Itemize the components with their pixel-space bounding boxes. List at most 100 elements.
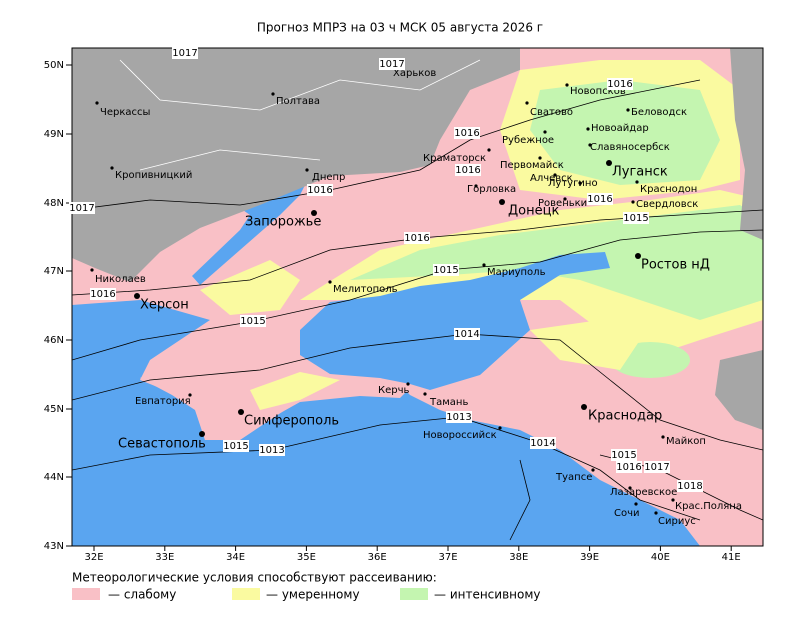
isobar-label: 1016 — [90, 289, 115, 300]
isobar — [72, 79, 701, 211]
moderate-zone — [530, 320, 640, 370]
city-marker — [578, 181, 582, 185]
city-label: Донецк — [508, 204, 559, 219]
city-label: Краснодар — [588, 409, 662, 424]
neighbor-territory — [72, 48, 520, 282]
lon-tick-label: 36E — [368, 552, 387, 563]
isobar-label: 1014 — [530, 438, 555, 449]
city-marker — [406, 382, 410, 386]
lat-tick-label: 49N — [44, 129, 64, 140]
isobar-label-bg — [446, 411, 472, 423]
city-label: Севастополь — [118, 437, 206, 452]
city-label: Майкоп — [666, 436, 706, 447]
lon-tick-label: 39E — [580, 552, 599, 563]
isobar-label-bg — [454, 328, 480, 340]
isobar-label: 1015 — [611, 450, 636, 461]
isobar-label-bg — [455, 164, 481, 176]
lat-tick-label: 48N — [44, 198, 64, 209]
city-label: Днепр — [312, 172, 345, 183]
isobar-label: 1016 — [307, 185, 332, 196]
city-marker — [305, 168, 309, 172]
map-frame — [71, 47, 764, 547]
city-label: Николаев — [95, 274, 146, 285]
city-marker — [271, 92, 275, 96]
lon-tick-label: 32E — [84, 552, 103, 563]
isobar-label: 1014 — [454, 329, 479, 340]
isobar-label-bg — [616, 461, 642, 473]
city-label: Луганск — [612, 165, 668, 180]
city-marker — [474, 184, 478, 188]
isobar-label: 1016 — [404, 233, 429, 244]
city-marker — [499, 199, 505, 205]
city-marker — [238, 409, 244, 415]
city-marker — [95, 101, 99, 105]
city-marker — [586, 127, 590, 131]
city-marker — [188, 393, 192, 397]
city-marker — [591, 468, 595, 472]
reservoir — [72, 90, 310, 285]
lon-tick-label: 33E — [155, 552, 174, 563]
lat-tick-label: 44N — [44, 472, 64, 483]
city-label: Первомайск — [500, 160, 564, 171]
city-label: Новоайдар — [591, 123, 649, 134]
city-label: Симферополь — [244, 414, 339, 429]
lon-tick-label: 40E — [651, 552, 670, 563]
moderate-zone — [200, 260, 300, 315]
city-marker — [134, 293, 140, 299]
isobar-label: 1015 — [223, 441, 248, 452]
city-marker — [628, 486, 632, 490]
lon-tick-label: 35E — [297, 552, 316, 563]
legend-swatch — [72, 588, 100, 600]
city-marker — [90, 268, 94, 272]
city-label: Кропивницкий — [115, 170, 192, 181]
isobar-label: 1017 — [69, 203, 94, 214]
region-border — [119, 59, 481, 171]
city-label: Туапсе — [555, 472, 592, 483]
isobar-label-bg — [90, 288, 116, 300]
isobar-label: 1016 — [607, 79, 632, 90]
isobar-label-bg — [611, 449, 637, 461]
isobar-label: 1017 — [644, 462, 669, 473]
legend-label: — умеренному — [266, 588, 360, 602]
city-label: Алчевск — [530, 173, 573, 184]
city-label: Лазаревское — [610, 487, 677, 498]
isobar-label: 1016 — [616, 462, 641, 473]
isobar-label: 1013 — [446, 412, 471, 423]
isobar-label-bg — [69, 202, 95, 214]
city-marker — [565, 83, 569, 87]
city-marker — [199, 431, 205, 437]
city-marker — [311, 210, 317, 216]
city-label: Славяносербск — [590, 142, 670, 153]
city-label: Сочи — [614, 508, 640, 519]
city-marker — [498, 426, 502, 430]
legend-heading: Метеорологические условия способствуют р… — [72, 571, 437, 585]
lat-tick-label: 45N — [44, 404, 64, 415]
city-marker — [538, 156, 542, 160]
isobar-label-bg — [172, 47, 198, 59]
city-label: Евпатория — [135, 396, 191, 407]
city-marker — [635, 180, 639, 184]
isobar-label: 1017 — [379, 59, 404, 70]
city-label: Краматорск — [423, 153, 486, 164]
lon-tick-label: 41E — [722, 552, 741, 563]
neighbor-territory — [715, 350, 763, 430]
city-label: Сватово — [530, 107, 573, 118]
isobar — [72, 333, 763, 451]
moderate-zone — [250, 372, 340, 410]
isobar-label-bg — [404, 232, 430, 244]
city-label: Харьков — [393, 68, 436, 79]
isobar-label: 1018 — [677, 481, 702, 492]
azov-sea — [300, 252, 610, 390]
city-label: Ростов нД — [641, 258, 710, 273]
city-label: Сириус — [658, 516, 696, 527]
lon-tick-label: 34E — [226, 552, 245, 563]
city-marker — [631, 200, 635, 204]
city-label: Полтава — [276, 96, 320, 107]
isobar-label-bg — [223, 440, 249, 452]
isobar-label-bg — [623, 212, 649, 224]
legend-label: — слабому — [108, 588, 176, 602]
city-label: Ровеньки — [538, 198, 587, 209]
isobar-label-bg — [379, 58, 405, 70]
city-marker — [563, 197, 567, 201]
